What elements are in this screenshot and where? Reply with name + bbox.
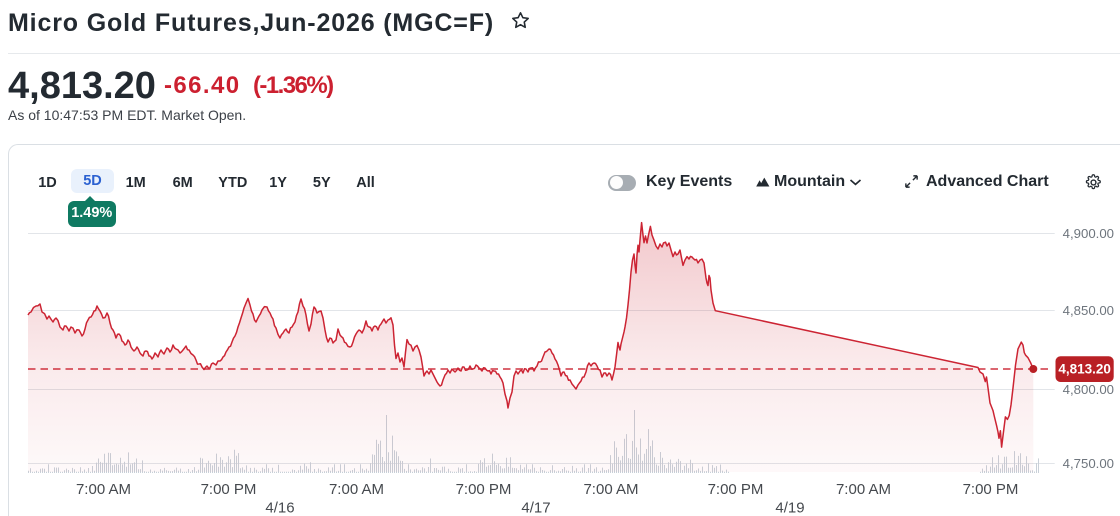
svg-text:4,850.00: 4,850.00 (1063, 303, 1114, 318)
svg-text:7:00 PM: 7:00 PM (708, 481, 764, 498)
svg-text:4,900.00: 4,900.00 (1063, 226, 1114, 241)
svg-text:7:00 AM: 7:00 AM (836, 481, 891, 498)
svg-text:7:00 AM: 7:00 AM (76, 481, 131, 498)
svg-text:4/17: 4/17 (521, 500, 550, 516)
svg-text:4,750.00: 4,750.00 (1063, 456, 1114, 471)
svg-text:4/16: 4/16 (265, 500, 294, 516)
svg-text:7:00 PM: 7:00 PM (963, 481, 1019, 498)
svg-text:7:00 AM: 7:00 AM (583, 481, 638, 498)
svg-text:7:00 AM: 7:00 AM (329, 481, 384, 498)
svg-text:4,813.20: 4,813.20 (1058, 362, 1111, 377)
svg-text:7:00 PM: 7:00 PM (201, 481, 257, 498)
svg-text:7:00 PM: 7:00 PM (456, 481, 512, 498)
svg-text:4/19: 4/19 (775, 500, 804, 516)
svg-text:4,800.00: 4,800.00 (1063, 382, 1114, 397)
